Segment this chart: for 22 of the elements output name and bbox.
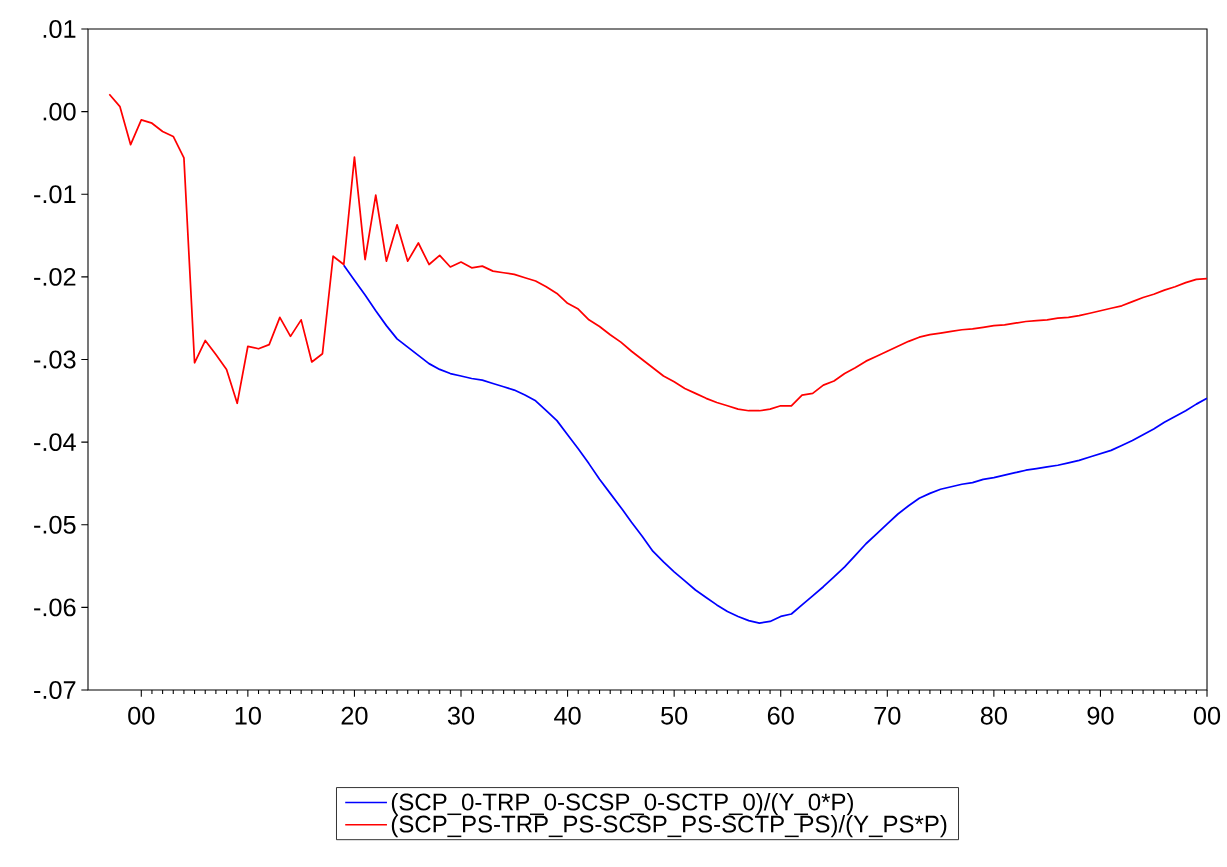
y-tick-label: -.02: [34, 267, 76, 286]
y-tick-label: -.03: [34, 350, 76, 369]
x-tick-label: 00: [128, 706, 155, 725]
legend-label: (SCP_0-TRP_0-SCSP_0-SCTP_0)/(Y_0*P): [391, 792, 853, 816]
x-tick-label: 20: [341, 706, 368, 725]
x-tick-label: 30: [447, 706, 475, 725]
y-tick-label: .01: [43, 20, 76, 38]
x-tick-label: 10: [235, 706, 261, 725]
y-tick-label: -.05: [34, 515, 76, 534]
x-tick-label: 60: [767, 706, 794, 725]
y-tick-label: -.06: [34, 598, 76, 617]
x-tick-label: 00: [1193, 706, 1221, 725]
y-tick-label: -.04: [34, 433, 76, 452]
x-tick-label: 40: [554, 706, 581, 725]
x-tick-label: 80: [980, 706, 1007, 725]
y-tick-label: .00: [43, 102, 76, 121]
x-tick-label: 50: [661, 706, 688, 725]
y-tick-label: -.07: [34, 681, 76, 699]
y-tick-label: -.01: [34, 185, 76, 204]
legend-label: (SCP_PS-TRP_PS-SCSP_PS-SCTP_PS)/(Y_PS*P): [391, 814, 947, 838]
x-tick-label: 90: [1087, 706, 1114, 725]
x-tick-label: 70: [874, 706, 901, 725]
